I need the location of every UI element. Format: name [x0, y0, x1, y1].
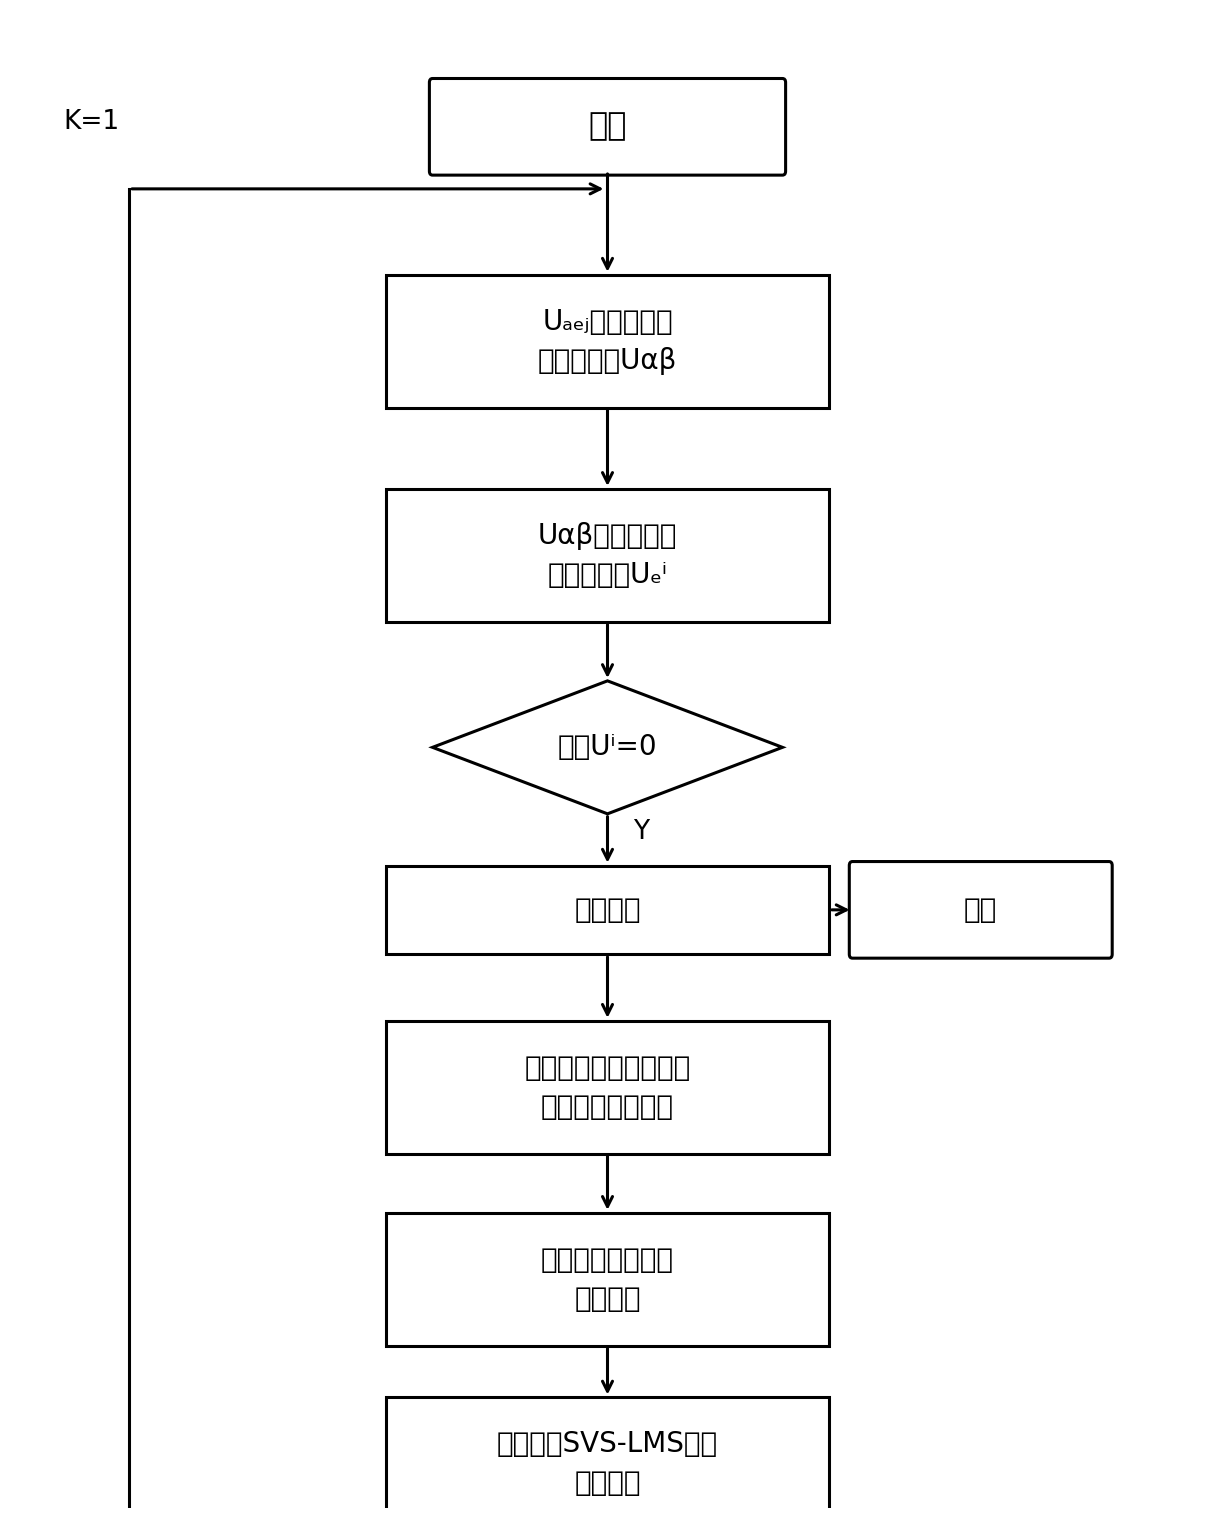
Bar [386, 274, 829, 408]
Bar [386, 1213, 829, 1345]
Text: K=1: K=1 [64, 109, 120, 135]
Text: 完成鉴相: 完成鉴相 [575, 896, 640, 923]
Bar [386, 489, 829, 622]
Text: Uαβ转换到两相
旋转坐标系Uₑⁱ: Uαβ转换到两相 旋转坐标系Uₑⁱ [538, 522, 677, 589]
Bar [386, 865, 829, 954]
Polygon shape [433, 680, 782, 814]
Text: 正、余弦信号为参考输
入进行自适应滤波: 正、余弦信号为参考输 入进行自适应滤波 [525, 1054, 690, 1120]
Text: 退出: 退出 [965, 896, 998, 923]
Bar [386, 1020, 829, 1154]
FancyBboxPatch shape [429, 78, 786, 175]
Text: 开始: 开始 [588, 111, 627, 142]
Text: Y: Y [633, 819, 649, 845]
Text: 三相电压减去谐波
得到基波: 三相电压减去谐波 得到基波 [541, 1245, 674, 1313]
Bar [386, 1397, 829, 1530]
Text: 新变步长SVS-LMS滤波
算法优化: 新变步长SVS-LMS滤波 算法优化 [497, 1430, 718, 1497]
Text: 是否Uⁱ=0: 是否Uⁱ=0 [558, 734, 657, 762]
Text: Uₐₑⱼ变换到两相
静止坐标系Uαβ: Uₐₑⱼ变换到两相 静止坐标系Uαβ [538, 308, 677, 374]
FancyBboxPatch shape [849, 862, 1112, 959]
